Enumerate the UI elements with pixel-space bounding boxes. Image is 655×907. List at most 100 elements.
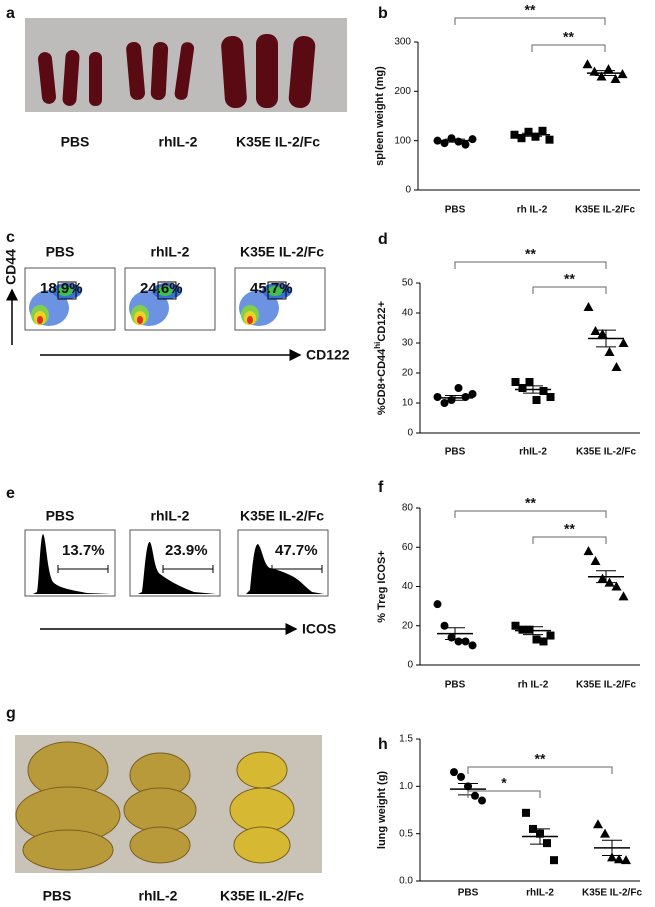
point — [525, 378, 534, 386]
point — [433, 393, 442, 401]
significance-bracket — [454, 17, 606, 25]
x-tick-label: PBS — [445, 680, 466, 691]
point — [546, 631, 555, 640]
percentage: 18.9% — [40, 280, 83, 297]
x-tick-label: rhIL-2 — [519, 447, 547, 458]
panel-letter: c — [6, 229, 15, 246]
point — [545, 135, 554, 144]
panel-letter: f — [378, 479, 384, 496]
point — [511, 621, 520, 630]
flow-plot — [234, 267, 326, 331]
panel-letter: b — [378, 5, 388, 22]
group-label: rhIL-2 — [151, 244, 190, 260]
x-tick-label: PBS — [445, 205, 466, 216]
point — [604, 347, 615, 356]
point — [611, 362, 622, 371]
y-axis-label: lung weight (g) — [376, 771, 388, 850]
flow-plot — [24, 267, 116, 331]
axis-label: ICOS — [302, 621, 336, 637]
x-tick-label: PBS — [458, 888, 479, 899]
point — [621, 855, 631, 865]
y-tick-label: 40 — [402, 581, 414, 592]
group-label: K35E IL-2/Fc — [240, 508, 324, 524]
point — [583, 302, 594, 311]
point — [433, 600, 442, 609]
significance-label: ** — [563, 29, 574, 45]
y-tick-label: 1.5 — [399, 734, 413, 745]
point — [468, 135, 477, 144]
point — [478, 796, 486, 805]
point — [590, 326, 601, 335]
point — [546, 393, 555, 401]
y-tick-label: 60 — [402, 542, 414, 553]
axis-label: CD44 — [3, 249, 19, 285]
point — [468, 390, 477, 398]
y-tick-label: 1.0 — [399, 781, 413, 792]
x-tick-label: PBS — [445, 447, 466, 458]
point — [461, 637, 470, 646]
point — [457, 772, 465, 781]
point — [590, 555, 601, 565]
point — [614, 854, 624, 864]
percentage: 45.7% — [250, 280, 293, 297]
panel-letter: g — [6, 705, 16, 722]
point — [524, 127, 533, 136]
point — [471, 791, 479, 800]
point — [593, 819, 603, 829]
point — [597, 573, 608, 583]
lungs — [15, 741, 295, 871]
percentage: 23.9% — [165, 542, 208, 559]
percentage: 47.7% — [275, 542, 318, 559]
y-axis-label-part: % Treg ICOS+ — [376, 550, 388, 622]
y-axis-label-part: CD122+ — [376, 301, 388, 342]
gate-lines — [57, 565, 323, 573]
point — [611, 581, 622, 591]
significance-bracket — [532, 536, 607, 544]
y-axis-label: %CD8+CD44hiCD122+ — [373, 301, 388, 415]
group-label: rhIL-2 — [151, 508, 190, 524]
group-label: PBS — [43, 888, 72, 904]
y-tick-label: 30 — [402, 338, 414, 349]
group-label: rhIL-2 — [139, 888, 178, 904]
y-tick-label: 200 — [394, 86, 411, 97]
point — [618, 338, 629, 347]
significance-label: ** — [525, 2, 536, 18]
y-tick-label: 0 — [405, 185, 411, 196]
x-tick-label: rh IL-2 — [518, 680, 549, 691]
significance-bracket — [454, 261, 607, 269]
x-tick-label: K35E IL-2/Fc — [576, 447, 636, 458]
significance-bracket — [467, 766, 613, 774]
panel-letter: e — [6, 485, 15, 502]
point — [518, 384, 527, 392]
point — [539, 637, 548, 646]
y-tick-label: 300 — [394, 37, 411, 48]
significance-label: ** — [564, 521, 575, 537]
significance-label: ** — [525, 246, 536, 262]
panel-letter: h — [378, 736, 388, 753]
significance-label: * — [501, 775, 507, 791]
y-tick-label: 100 — [394, 135, 411, 146]
point — [468, 641, 477, 650]
group-label: K35E IL-2/Fc — [236, 134, 320, 150]
y-axis-label-part: spleen weight (mg) — [374, 66, 386, 166]
point — [550, 856, 558, 865]
x-tick-label: K35E IL-2/Fc — [576, 680, 636, 691]
point — [447, 633, 456, 642]
significance-label: ** — [564, 271, 575, 287]
point — [517, 134, 526, 143]
point — [454, 637, 463, 646]
point — [454, 384, 463, 392]
panel-letter: d — [378, 231, 388, 248]
point — [543, 839, 551, 848]
significance-bracket — [454, 510, 607, 518]
y-axis-label-part: lung weight (g) — [376, 771, 388, 850]
y-axis-label: % Treg ICOS+ — [376, 550, 388, 622]
x-tick-label: rh IL-2 — [517, 205, 548, 216]
significance-bracket — [531, 44, 606, 52]
significance-label: ** — [525, 495, 536, 511]
group-label: K35E IL-2/Fc — [220, 888, 304, 904]
y-tick-label: 50 — [402, 278, 414, 289]
point — [583, 546, 594, 556]
